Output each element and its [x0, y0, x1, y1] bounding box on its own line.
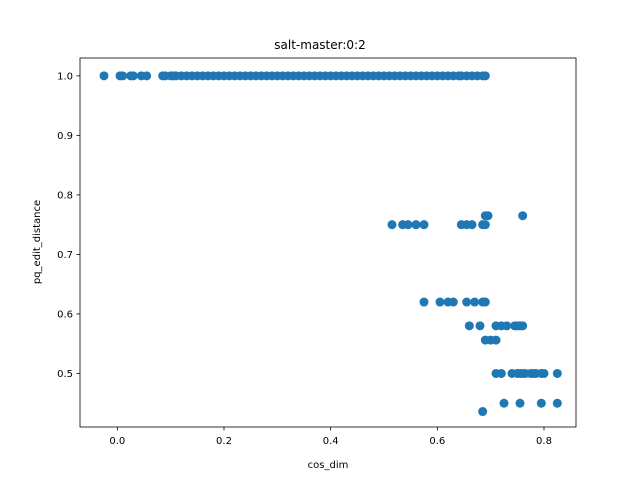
plot-frame: [79, 57, 577, 428]
chart-title: salt-master:0:2: [274, 38, 365, 52]
x-tick-label: 0.0: [109, 436, 125, 447]
x-axis: 0.0 0.2 0.4 0.6 0.8: [109, 427, 552, 447]
y-tick-label: 0.9: [57, 131, 73, 142]
scatter-point: [128, 71, 138, 81]
scatter-point: [435, 297, 445, 307]
scatter-point: [475, 321, 485, 331]
y-axis: 0.5 0.6 0.7 0.8 0.9 1.0: [57, 71, 80, 380]
scatter-point: [491, 335, 501, 345]
scatter-point: [552, 398, 562, 408]
scatter-point: [515, 398, 525, 408]
scatter-point: [411, 220, 421, 230]
scatter-point: [387, 220, 397, 230]
y-tick-label: 0.6: [57, 309, 73, 320]
scatter-point: [467, 220, 477, 230]
x-tick-label: 0.4: [323, 436, 339, 447]
scatter-point: [518, 211, 528, 221]
scatter-point: [552, 368, 562, 378]
x-tick-label: 0.8: [536, 436, 552, 447]
x-tick-label: 0.2: [216, 436, 232, 447]
scatter-point: [419, 297, 429, 307]
scatter-point: [483, 211, 493, 221]
scatter-point: [403, 220, 413, 230]
scatter-point: [480, 220, 490, 230]
y-tick-label: 0.7: [57, 250, 73, 261]
scatter-point: [99, 71, 109, 81]
scatter-point: [470, 297, 480, 307]
scatter-point: [518, 321, 528, 331]
scatter-point: [480, 297, 490, 307]
y-axis-label: pq_edit_distance: [32, 200, 43, 284]
scatter-point: [499, 398, 509, 408]
scatter-point: [142, 71, 152, 81]
scatter-point: [496, 368, 506, 378]
scatter-point: [539, 368, 549, 378]
scatter-point: [480, 71, 490, 81]
y-tick-label: 0.8: [57, 190, 73, 201]
scatter-point: [536, 398, 546, 408]
x-axis-label: cos_dim: [308, 460, 349, 471]
y-tick-label: 1.0: [57, 71, 73, 82]
y-tick-label: 0.5: [57, 369, 73, 380]
points-layer: [99, 71, 562, 417]
scatter-point: [464, 321, 474, 331]
scatter-point: [462, 297, 472, 307]
scatter-point: [118, 71, 128, 81]
scatter-point: [448, 297, 458, 307]
scatter-point: [419, 220, 429, 230]
scatter-point: [502, 321, 512, 331]
x-tick-label: 0.6: [429, 436, 445, 447]
scatter-point: [478, 407, 488, 417]
